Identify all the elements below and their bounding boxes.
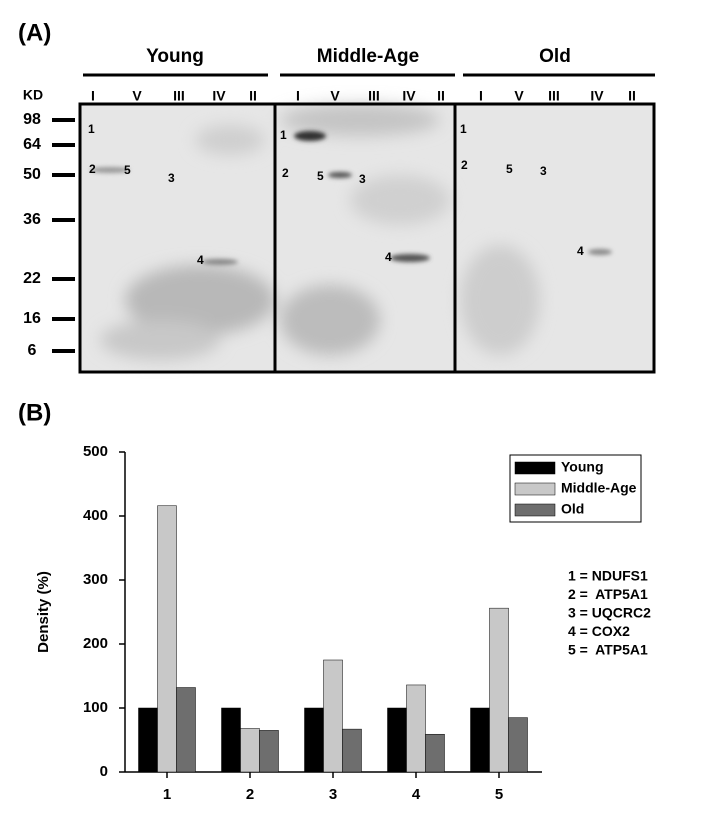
group-label: Young (146, 46, 204, 67)
band-label: 4 (385, 250, 392, 264)
y-tick-label: 400 (83, 507, 108, 524)
bar (221, 707, 241, 773)
note: 5 = ATP5A1 (568, 642, 648, 658)
blot-bands (90, 131, 612, 265)
band-label: 1 (88, 122, 95, 136)
marker-label: 22 (23, 270, 41, 287)
legend-swatch (514, 482, 556, 496)
lane-label: II (437, 88, 445, 104)
blot (78, 102, 656, 374)
bar (304, 707, 324, 773)
legend-label: Old (561, 501, 584, 517)
note: 3 = UQCRC2 (568, 605, 651, 621)
lane-label: II (628, 88, 636, 104)
lane-label: IV (212, 88, 226, 104)
x-tick-label: 3 (329, 786, 337, 803)
lane-label: III (173, 88, 185, 104)
marker-label: 64 (23, 136, 41, 153)
lane-label: IV (590, 88, 604, 104)
legend-swatch (514, 461, 556, 475)
lane-label: III (368, 88, 380, 104)
blot-frame (78, 102, 656, 374)
bar (176, 687, 196, 773)
size-unit: KD (23, 87, 43, 103)
bar (240, 728, 260, 773)
bar (342, 728, 362, 773)
bar (425, 733, 445, 773)
note: 1 = NDUFS1 (568, 568, 648, 584)
x-tick-label: 2 (246, 786, 254, 803)
marker-label: 6 (28, 342, 37, 359)
band-label: 5 (317, 169, 324, 183)
band-label: 4 (577, 244, 584, 258)
lane-label: V (132, 88, 142, 104)
bar (323, 659, 343, 773)
y-tick-label: 500 (83, 443, 108, 460)
lane-label: I (296, 88, 300, 104)
marker-label: 98 (23, 111, 41, 128)
legend-label: Young (561, 459, 604, 475)
bar (387, 707, 407, 773)
y-tick-label: 300 (83, 571, 108, 588)
x-tick-label: 4 (412, 786, 421, 803)
y-tick-label: 100 (83, 699, 108, 716)
bar (259, 730, 279, 773)
lane-label: II (249, 88, 257, 104)
band-label: 3 (540, 164, 547, 178)
legend-label: Middle-Age (561, 480, 637, 496)
y-tick-label: 0 (100, 763, 108, 780)
lane-label: IV (402, 88, 416, 104)
lane-label: III (548, 88, 560, 104)
marker-label: 16 (23, 310, 41, 327)
band-label: 1 (280, 128, 287, 142)
lane-label: V (514, 88, 524, 104)
lane-label: I (479, 88, 483, 104)
blot-smudges (100, 104, 540, 360)
bar (138, 707, 158, 773)
marker-label: 50 (23, 166, 41, 183)
band-label: 3 (168, 171, 175, 185)
bar (470, 707, 490, 773)
legend-swatch (514, 503, 556, 517)
group-label: Middle-Age (317, 46, 419, 67)
marker-label: 36 (23, 211, 41, 228)
note: 4 = COX2 (568, 623, 630, 639)
y-tick-label: 200 (83, 635, 108, 652)
panel-label: (A) (18, 19, 51, 46)
group-label: Old (539, 46, 571, 67)
bar (406, 684, 426, 773)
band-label: 2 (282, 166, 289, 180)
lane-label: I (91, 88, 95, 104)
bar (157, 505, 177, 773)
band-label: 4 (197, 253, 204, 267)
note: 2 = ATP5A1 (568, 586, 648, 602)
lane-label: V (330, 88, 340, 104)
band-label: 2 (461, 158, 468, 172)
band-label: 1 (460, 122, 467, 136)
band-label: 3 (359, 172, 366, 186)
band-label: 5 (124, 163, 131, 177)
x-tick-label: 1 (163, 786, 171, 803)
bar (489, 607, 509, 773)
x-tick-label: 5 (495, 786, 503, 803)
band-label: 5 (506, 162, 513, 176)
panel-label: (B) (18, 399, 51, 426)
bar (508, 717, 528, 773)
band-label: 2 (89, 162, 96, 176)
y-axis-label: Density (%) (35, 571, 52, 653)
